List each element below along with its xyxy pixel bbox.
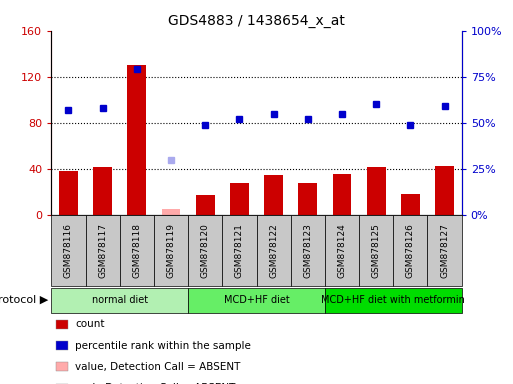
Bar bbox=[435, 166, 454, 215]
Text: MCD+HF diet: MCD+HF diet bbox=[224, 295, 289, 306]
Text: GSM878119: GSM878119 bbox=[167, 223, 175, 278]
Text: GSM878127: GSM878127 bbox=[440, 223, 449, 278]
Text: value, Detection Call = ABSENT: value, Detection Call = ABSENT bbox=[75, 362, 241, 372]
Bar bbox=[196, 195, 214, 215]
Text: normal diet: normal diet bbox=[92, 295, 148, 306]
Text: rank, Detection Call = ABSENT: rank, Detection Call = ABSENT bbox=[75, 383, 236, 384]
Text: GSM878118: GSM878118 bbox=[132, 223, 141, 278]
Text: GSM878121: GSM878121 bbox=[235, 223, 244, 278]
Bar bbox=[367, 167, 386, 215]
Bar bbox=[230, 183, 249, 215]
Text: percentile rank within the sample: percentile rank within the sample bbox=[75, 341, 251, 351]
Bar bbox=[299, 183, 317, 215]
Text: GSM878125: GSM878125 bbox=[372, 223, 381, 278]
Bar bbox=[59, 171, 78, 215]
Bar bbox=[162, 209, 181, 215]
Text: GSM878117: GSM878117 bbox=[98, 223, 107, 278]
Text: GSM878124: GSM878124 bbox=[338, 223, 346, 278]
Bar bbox=[332, 174, 351, 215]
Text: protocol ▶: protocol ▶ bbox=[0, 295, 49, 306]
Bar bbox=[264, 175, 283, 215]
Text: GSM878123: GSM878123 bbox=[303, 223, 312, 278]
Bar bbox=[93, 167, 112, 215]
Text: MCD+HF diet with metformin: MCD+HF diet with metformin bbox=[321, 295, 465, 306]
Bar bbox=[401, 194, 420, 215]
Text: GSM878122: GSM878122 bbox=[269, 223, 278, 278]
Title: GDS4883 / 1438654_x_at: GDS4883 / 1438654_x_at bbox=[168, 14, 345, 28]
Text: GSM878120: GSM878120 bbox=[201, 223, 210, 278]
Bar bbox=[127, 65, 146, 215]
Text: GSM878116: GSM878116 bbox=[64, 223, 73, 278]
Text: GSM878126: GSM878126 bbox=[406, 223, 415, 278]
Text: count: count bbox=[75, 319, 105, 329]
